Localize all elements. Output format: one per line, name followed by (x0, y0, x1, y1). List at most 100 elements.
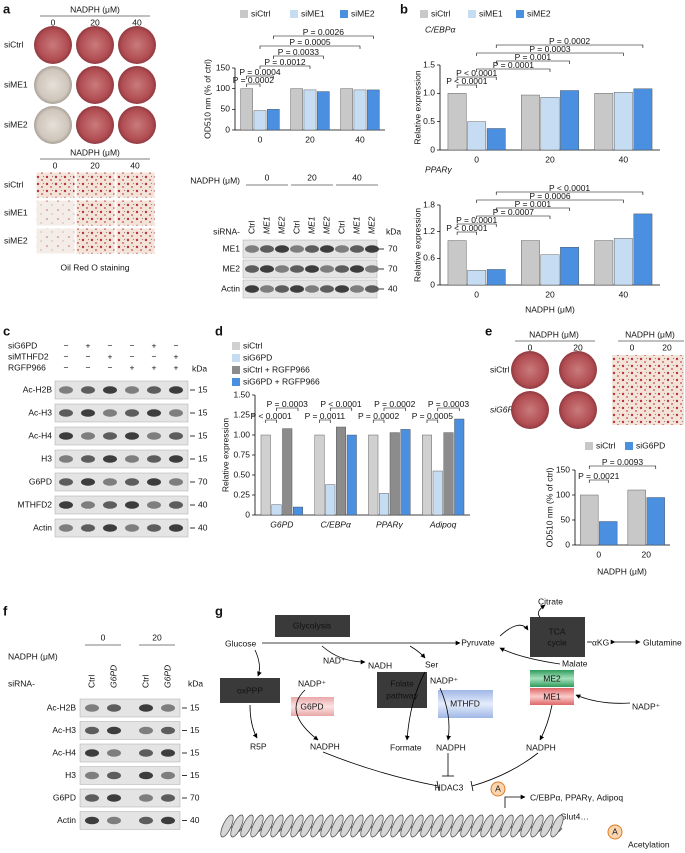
y-tick-label: 150 (216, 62, 230, 72)
arrow (321, 645, 366, 665)
blot-band (107, 749, 121, 757)
p-bracket (273, 35, 374, 39)
bar (367, 89, 380, 131)
row-label: siME2 (4, 235, 28, 245)
nucleosome (220, 814, 234, 838)
panel-label: g (215, 603, 223, 618)
pathway-label: Malate (562, 658, 588, 668)
caption: Oil Red O staining (61, 262, 130, 272)
treatment-label: siMTHFD2 (8, 351, 49, 361)
me1-box (530, 688, 574, 705)
blot-band (107, 726, 121, 735)
me2-box (530, 670, 574, 687)
pathway-label: Ser (425, 659, 438, 669)
y-axis-label: Relative expression (412, 208, 422, 282)
bar (540, 254, 560, 286)
pathway-label: MTHFD (450, 698, 480, 708)
bar (613, 238, 633, 286)
micrograph (35, 199, 76, 227)
legend-swatch (340, 10, 348, 18)
p-bracket (456, 223, 497, 227)
blot-label: MTHFD2 (18, 499, 53, 509)
kda-label: 15 (198, 407, 208, 417)
dose-label: 20 (573, 342, 583, 352)
dose-header: NADPH (μM) (70, 147, 120, 157)
pathway-label: Formate (390, 742, 422, 752)
y-tick-label: 100 (216, 83, 230, 93)
blot-band (103, 409, 117, 417)
lane-label: ME2 (366, 216, 376, 234)
kda-label: 15 (190, 725, 200, 735)
bar (447, 240, 467, 286)
blot-band (81, 432, 95, 440)
bar (594, 93, 614, 151)
p-bracket (426, 419, 439, 423)
plate-well (34, 66, 72, 104)
bar (400, 429, 411, 516)
micrograph (75, 227, 116, 255)
legend-label: siG6PD + RGFP966 (243, 376, 320, 386)
dose-label: 0 (101, 632, 106, 642)
y-tick-label: 50 (221, 104, 231, 114)
bar (521, 94, 540, 151)
x-tick-label: G6PD (270, 519, 293, 529)
treatment-sign: − (64, 340, 69, 350)
y-tick-label: 0.25 (233, 489, 250, 499)
kda-label: 15 (198, 430, 208, 440)
blot-band (305, 265, 319, 273)
nucleosome (340, 814, 354, 838)
blot-band (335, 285, 349, 293)
blot-band (103, 524, 117, 532)
x-tick-label: 0 (596, 549, 601, 559)
legend-swatch (585, 442, 593, 450)
legend-label: siCtrl (596, 440, 615, 450)
blot-band (59, 478, 73, 486)
blot-band (161, 794, 175, 802)
blot-band (350, 245, 364, 253)
treatment-sign: − (64, 362, 69, 372)
y-tick-label: 100 (556, 489, 570, 499)
nucleosome (300, 814, 314, 838)
p-bracket (246, 75, 274, 79)
arrow (295, 689, 319, 741)
y-tick-label: 1.00 (233, 429, 250, 439)
x-axis-label: NADPH (μM) (597, 566, 647, 576)
blot-band (139, 771, 153, 780)
chart-title: PPARγ (425, 164, 453, 174)
arrow (575, 694, 631, 704)
x-tick-label: 0 (474, 154, 479, 164)
panel-label: f (3, 603, 8, 618)
blot-band (320, 265, 334, 273)
blot-band (245, 265, 259, 273)
pathway-label: Glycolysis (293, 620, 331, 630)
p-value: P = 0.0003 (428, 399, 469, 409)
micrograph (75, 199, 116, 227)
blot-band (81, 524, 95, 532)
pathway-label: oxPPP (237, 685, 263, 695)
x-tick-label: 20 (545, 154, 555, 164)
pathway-label: Glutamine (643, 637, 682, 647)
bar (253, 110, 267, 131)
x-tick-label: C/EBPα (320, 519, 352, 529)
p-bracket (456, 76, 497, 80)
p-value: P < 0.0001 (320, 399, 361, 409)
p-bracket (246, 83, 261, 87)
micrograph (35, 227, 76, 255)
kda-header: kDa (386, 226, 401, 236)
legend-swatch (232, 366, 240, 374)
treatment-sign: − (86, 351, 91, 361)
blot-band (147, 432, 161, 440)
blot-band (81, 455, 95, 463)
p-value: P = 0.001 (515, 52, 552, 62)
blot-band (59, 386, 73, 394)
inhibition (322, 751, 439, 787)
legend-swatch (468, 10, 476, 18)
blot-label: H3 (65, 770, 76, 780)
blot-band (147, 455, 161, 463)
kda-label: 15 (198, 453, 208, 463)
p-bracket (372, 419, 385, 423)
pathway-label: NADP⁺ (298, 678, 327, 688)
blot-band (161, 771, 175, 780)
bar (314, 434, 325, 516)
dose-header: NADPH (μM) (8, 651, 58, 661)
